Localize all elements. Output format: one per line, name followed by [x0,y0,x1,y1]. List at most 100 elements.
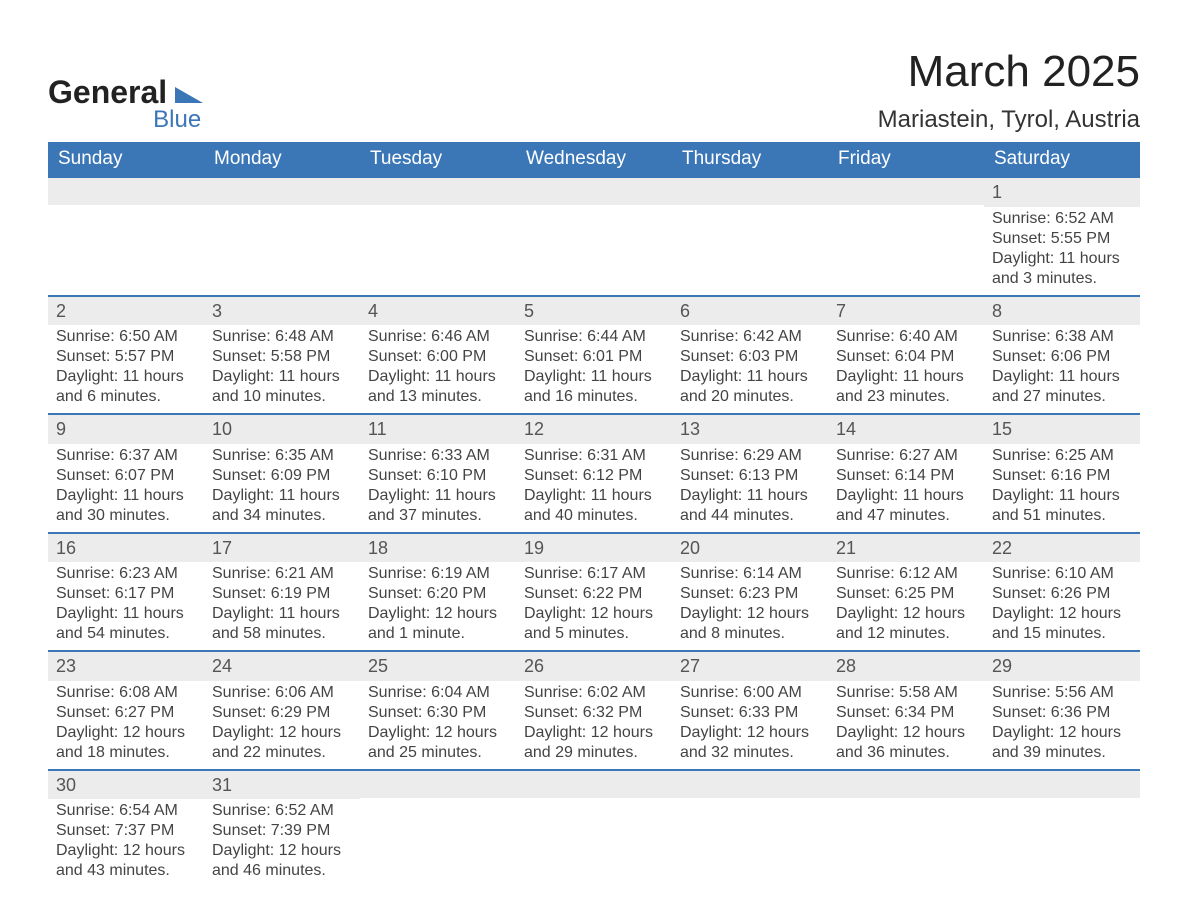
day-number: 27 [672,652,828,681]
day-sunset: Sunset: 6:13 PM [680,466,820,486]
calendar-week-row: 23Sunrise: 6:08 AMSunset: 6:27 PMDayligh… [48,651,1140,770]
day-dl2: and 29 minutes. [524,743,664,763]
day-sunset: Sunset: 6:14 PM [836,466,976,486]
day-sunset: Sunset: 6:17 PM [56,584,196,604]
day-dl1: Daylight: 12 hours [368,604,508,624]
day-detail: Sunrise: 6:21 AMSunset: 6:19 PMDaylight:… [204,562,360,650]
day-sunset: Sunset: 6:09 PM [212,466,352,486]
day-detail: Sunrise: 6:40 AMSunset: 6:04 PMDaylight:… [828,325,984,413]
day-dl2: and 23 minutes. [836,387,976,407]
day-header-row: Sunday Monday Tuesday Wednesday Thursday… [48,142,1140,177]
day-dl2: and 58 minutes. [212,624,352,644]
day-detail: Sunrise: 6:42 AMSunset: 6:03 PMDaylight:… [672,325,828,413]
calendar-cell: 23Sunrise: 6:08 AMSunset: 6:27 PMDayligh… [48,651,204,770]
day-detail: Sunrise: 6:50 AMSunset: 5:57 PMDaylight:… [48,325,204,413]
calendar-cell: 20Sunrise: 6:14 AMSunset: 6:23 PMDayligh… [672,533,828,652]
day-sunrise: Sunrise: 6:00 AM [680,683,820,703]
day-detail: Sunrise: 6:02 AMSunset: 6:32 PMDaylight:… [516,681,672,769]
day-dl2: and 44 minutes. [680,506,820,526]
day-sunrise: Sunrise: 6:46 AM [368,327,508,347]
logo-text: General [48,76,167,108]
day-detail: Sunrise: 6:33 AMSunset: 6:10 PMDaylight:… [360,444,516,532]
day-header: Wednesday [516,142,672,177]
day-sunrise: Sunrise: 6:50 AM [56,327,196,347]
calendar-cell: 25Sunrise: 6:04 AMSunset: 6:30 PMDayligh… [360,651,516,770]
day-detail: Sunrise: 5:56 AMSunset: 6:36 PMDaylight:… [984,681,1140,769]
day-dl1: Daylight: 12 hours [56,723,196,743]
calendar-cell [516,770,672,888]
calendar-cell: 27Sunrise: 6:00 AMSunset: 6:33 PMDayligh… [672,651,828,770]
day-dl1: Daylight: 11 hours [836,486,976,506]
day-sunset: Sunset: 5:57 PM [56,347,196,367]
calendar-cell: 5Sunrise: 6:44 AMSunset: 6:01 PMDaylight… [516,296,672,415]
day-number: 9 [48,415,204,444]
title-block: March 2025 Mariastein, Tyrol, Austria [878,48,1140,134]
calendar-week-row: 2Sunrise: 6:50 AMSunset: 5:57 PMDaylight… [48,296,1140,415]
day-dl2: and 18 minutes. [56,743,196,763]
calendar-week-row: 9Sunrise: 6:37 AMSunset: 6:07 PMDaylight… [48,414,1140,533]
calendar-cell: 28Sunrise: 5:58 AMSunset: 6:34 PMDayligh… [828,651,984,770]
calendar-cell: 30Sunrise: 6:54 AMSunset: 7:37 PMDayligh… [48,770,204,888]
calendar-cell [516,177,672,296]
calendar-page: General Blue March 2025 Mariastein, Tyro… [0,0,1188,887]
day-sunrise: Sunrise: 6:08 AM [56,683,196,703]
day-dl2: and 3 minutes. [992,269,1132,289]
day-sunrise: Sunrise: 6:44 AM [524,327,664,347]
day-sunset: Sunset: 6:04 PM [836,347,976,367]
day-dl1: Daylight: 11 hours [992,249,1132,269]
calendar-cell: 13Sunrise: 6:29 AMSunset: 6:13 PMDayligh… [672,414,828,533]
day-number: 23 [48,652,204,681]
day-dl1: Daylight: 11 hours [56,604,196,624]
day-sunrise: Sunrise: 6:33 AM [368,446,508,466]
day-detail: Sunrise: 6:06 AMSunset: 6:29 PMDaylight:… [204,681,360,769]
day-dl1: Daylight: 12 hours [680,604,820,624]
day-sunrise: Sunrise: 6:52 AM [212,801,352,821]
logo-subtext: Blue [48,106,203,134]
blank-day-header [516,771,672,798]
day-detail: Sunrise: 6:10 AMSunset: 6:26 PMDaylight:… [984,562,1140,650]
day-sunrise: Sunrise: 6:10 AM [992,564,1132,584]
calendar-cell [828,770,984,888]
day-number: 22 [984,534,1140,563]
day-sunset: Sunset: 6:07 PM [56,466,196,486]
day-dl2: and 37 minutes. [368,506,508,526]
calendar-cell [48,177,204,296]
day-dl2: and 30 minutes. [56,506,196,526]
day-dl1: Daylight: 11 hours [212,367,352,387]
day-dl1: Daylight: 11 hours [680,367,820,387]
day-number: 3 [204,297,360,326]
day-detail: Sunrise: 6:23 AMSunset: 6:17 PMDaylight:… [48,562,204,650]
day-dl1: Daylight: 11 hours [212,604,352,624]
day-dl1: Daylight: 11 hours [56,367,196,387]
day-sunset: Sunset: 6:03 PM [680,347,820,367]
day-sunset: Sunset: 5:55 PM [992,229,1132,249]
day-header: Sunday [48,142,204,177]
day-header: Saturday [984,142,1140,177]
day-detail: Sunrise: 6:12 AMSunset: 6:25 PMDaylight:… [828,562,984,650]
day-sunrise: Sunrise: 6:54 AM [56,801,196,821]
blank-day-header [48,178,204,205]
day-detail: Sunrise: 5:58 AMSunset: 6:34 PMDaylight:… [828,681,984,769]
calendar-cell: 11Sunrise: 6:33 AMSunset: 6:10 PMDayligh… [360,414,516,533]
day-sunrise: Sunrise: 6:14 AM [680,564,820,584]
calendar-cell: 26Sunrise: 6:02 AMSunset: 6:32 PMDayligh… [516,651,672,770]
day-dl1: Daylight: 11 hours [56,486,196,506]
day-sunrise: Sunrise: 6:31 AM [524,446,664,466]
day-number: 1 [984,178,1140,207]
calendar-cell: 4Sunrise: 6:46 AMSunset: 6:00 PMDaylight… [360,296,516,415]
day-number: 28 [828,652,984,681]
day-number: 11 [360,415,516,444]
calendar-table: Sunday Monday Tuesday Wednesday Thursday… [48,142,1140,887]
day-dl1: Daylight: 11 hours [212,486,352,506]
day-dl2: and 40 minutes. [524,506,664,526]
logo-triangle-icon [175,87,203,103]
day-dl2: and 34 minutes. [212,506,352,526]
calendar-week-row: 16Sunrise: 6:23 AMSunset: 6:17 PMDayligh… [48,533,1140,652]
day-dl1: Daylight: 12 hours [524,723,664,743]
day-dl2: and 13 minutes. [368,387,508,407]
day-dl2: and 16 minutes. [524,387,664,407]
calendar-cell: 8Sunrise: 6:38 AMSunset: 6:06 PMDaylight… [984,296,1140,415]
day-number: 20 [672,534,828,563]
day-dl2: and 25 minutes. [368,743,508,763]
day-sunset: Sunset: 6:25 PM [836,584,976,604]
